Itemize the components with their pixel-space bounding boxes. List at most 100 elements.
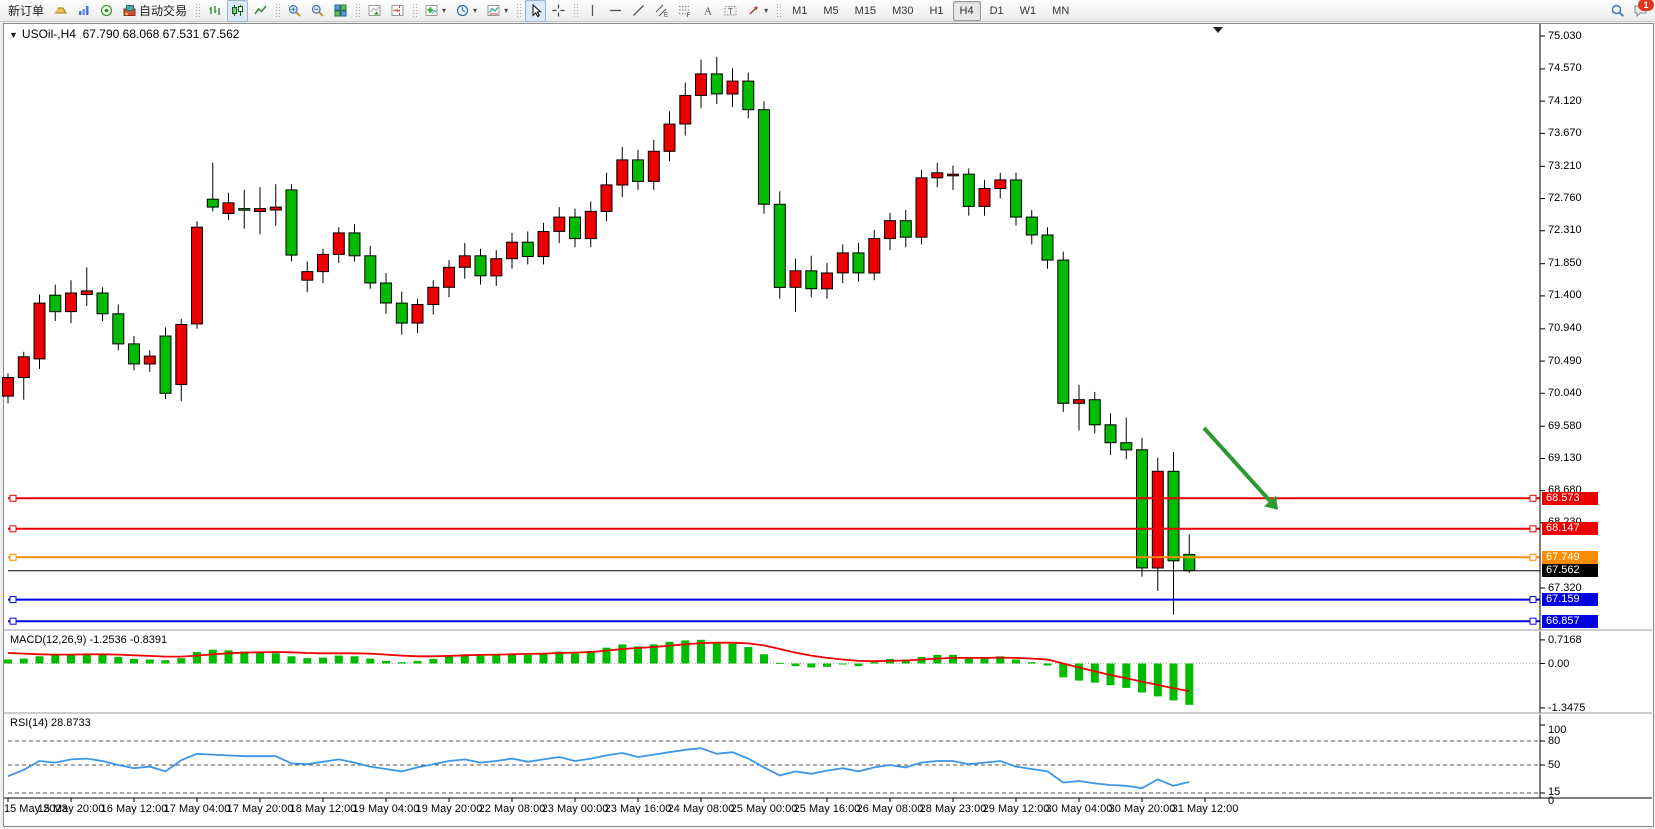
new-order-button[interactable]: 新订单: [4, 0, 48, 22]
cursor-icon: [529, 4, 542, 17]
equidistant-channel-icon: E: [655, 4, 668, 17]
symbol-period-label: USOil-,H4: [21, 27, 76, 41]
bars-chart-button[interactable]: [204, 0, 225, 22]
price-tick-label: 74.120: [1548, 95, 1582, 107]
toolbar-grip[interactable]: [275, 3, 281, 18]
rsi-axis-label: 80: [1548, 735, 1561, 747]
zoom-in-button[interactable]: [284, 0, 305, 22]
price-tick-label: 69.130: [1548, 452, 1582, 464]
toolbar-grip[interactable]: [573, 3, 579, 18]
price-tick-label: 70.490: [1548, 355, 1582, 367]
arrows-button[interactable]: ▾: [743, 0, 772, 22]
search-button[interactable]: [1607, 0, 1628, 22]
chart-shift-button[interactable]: [387, 0, 408, 22]
price-tick-label: 75.030: [1548, 30, 1582, 42]
toolbar-grip[interactable]: [355, 3, 361, 18]
chevron-down-icon: ▾: [764, 6, 769, 15]
bars-chart-icon: [208, 4, 221, 17]
time-axis-label: 16 May 12:00: [100, 803, 168, 815]
cursor-button[interactable]: [525, 0, 547, 22]
timeframe-button-w1[interactable]: W1: [1019, 4, 1037, 17]
horizontal-line-button[interactable]: [605, 0, 626, 22]
timeframe-button-h4[interactable]: H4: [952, 0, 981, 21]
rsi-indicator-label: RSI(14) 28.8733: [10, 717, 91, 729]
equidistant-channel-button[interactable]: E: [651, 0, 672, 22]
autotrading-button[interactable]: 自动交易: [119, 0, 191, 22]
arrows-icon: [747, 4, 760, 17]
chevron-down-icon: ▾: [442, 6, 447, 15]
candlestick-chart-button[interactable]: [227, 0, 249, 22]
text-button[interactable]: A: [697, 0, 718, 22]
toolbar: 新订单 自动交易 ▾ ▾ ▾ E F A T ▾ M1 M5 M15 M30 H1 H4 D1 W1 MN 1: [0, 0, 1655, 22]
time-axis-label: 23 May 00:00: [541, 803, 609, 815]
templates-button[interactable]: ▾: [483, 0, 512, 22]
hline-price-label: 68.147: [1542, 522, 1598, 535]
timeframe-button-d1[interactable]: D1: [989, 4, 1004, 17]
crosshair-icon: [552, 4, 565, 17]
vertical-line-button[interactable]: [582, 0, 603, 22]
time-axis-label: 19 May 20:00: [415, 803, 483, 815]
time-axis-label: 17 May 04:00: [163, 803, 231, 815]
trendline-icon: [632, 4, 645, 17]
indicators-button[interactable]: ▾: [421, 0, 450, 22]
current-price-label: 67.562: [1542, 564, 1598, 577]
toolbar-button-label: 自动交易: [139, 4, 188, 18]
chart-shift-icon: [391, 4, 404, 17]
fibonacci-button[interactable]: F: [674, 0, 695, 22]
line-chart-button[interactable]: [250, 0, 271, 22]
svg-text:F: F: [687, 13, 691, 17]
time-axis-label: 24 May 08:00: [667, 803, 735, 815]
zoom-out-button[interactable]: [307, 0, 328, 22]
timeframe-button-m15[interactable]: M15: [854, 4, 877, 17]
time-axis-label: 15 May 20:00: [37, 803, 105, 815]
text-label-button[interactable]: T: [720, 0, 741, 22]
timeframe-button-h1[interactable]: H1: [929, 4, 944, 17]
horizontal-line-icon: [609, 4, 622, 17]
price-tick-label: 70.040: [1548, 387, 1582, 399]
price-tick-label: 69.580: [1548, 420, 1582, 432]
chat-button[interactable]: 1: [1630, 0, 1654, 22]
text-label-icon: T: [724, 4, 737, 17]
signal-icon: [100, 4, 113, 17]
toolbar-grip[interactable]: [516, 3, 522, 18]
chart-window: [3, 23, 1654, 827]
svg-text:E: E: [664, 13, 668, 18]
toolbar-button-label: 新订单: [8, 4, 45, 18]
candlestick-chart-icon: [231, 4, 244, 17]
periods-button[interactable]: ▾: [452, 0, 481, 22]
svg-text:T: T: [728, 7, 733, 16]
timeframe-button-m1[interactable]: M1: [792, 4, 808, 17]
rsi-axis-label: 0: [1548, 795, 1555, 807]
text-icon: A: [701, 4, 714, 18]
auto-scroll-icon: [368, 4, 381, 17]
time-axis-label: 22 May 08:00: [478, 803, 546, 815]
trendline-button[interactable]: [628, 0, 649, 22]
timeframe-button-m5[interactable]: M5: [823, 4, 839, 17]
toolbar-grip[interactable]: [412, 3, 418, 18]
price-tick-label: 72.310: [1548, 224, 1582, 236]
toolbar-grip[interactable]: [195, 3, 201, 18]
notification-badge: 1: [1638, 0, 1654, 11]
toolbar-grip[interactable]: [776, 3, 782, 18]
gold-bar-button[interactable]: [50, 0, 71, 22]
market-watch-button[interactable]: [73, 0, 94, 22]
price-tick-label: 74.570: [1548, 62, 1582, 74]
vertical-line-icon: [586, 4, 599, 17]
time-axis-label: 15 May 2023: [4, 803, 68, 815]
price-tick-label: 67.320: [1548, 582, 1582, 594]
line-chart-icon: [254, 4, 267, 17]
tile-windows-button[interactable]: [330, 0, 351, 22]
macd-indicator-label: MACD(12,26,9) -1.2536 -0.8391: [10, 634, 168, 646]
price-tick-label: 70.940: [1548, 322, 1582, 334]
macd-axis-label: -1.3475: [1548, 702, 1586, 714]
autotrading-icon: [123, 4, 136, 17]
signal-button[interactable]: [96, 0, 117, 22]
macd-axis-label: 0.00: [1548, 658, 1570, 670]
hline-price-label: 67.749: [1542, 551, 1598, 564]
timeframe-button-mn[interactable]: MN: [1052, 4, 1070, 17]
crosshair-button[interactable]: [548, 0, 569, 22]
macd-axis-label: 0.7168: [1548, 634, 1582, 646]
timeframe-button-m30[interactable]: M30: [892, 4, 914, 17]
auto-scroll-button[interactable]: [364, 0, 385, 22]
one-click-trading-collapse-icon[interactable]: ▼: [9, 30, 18, 40]
